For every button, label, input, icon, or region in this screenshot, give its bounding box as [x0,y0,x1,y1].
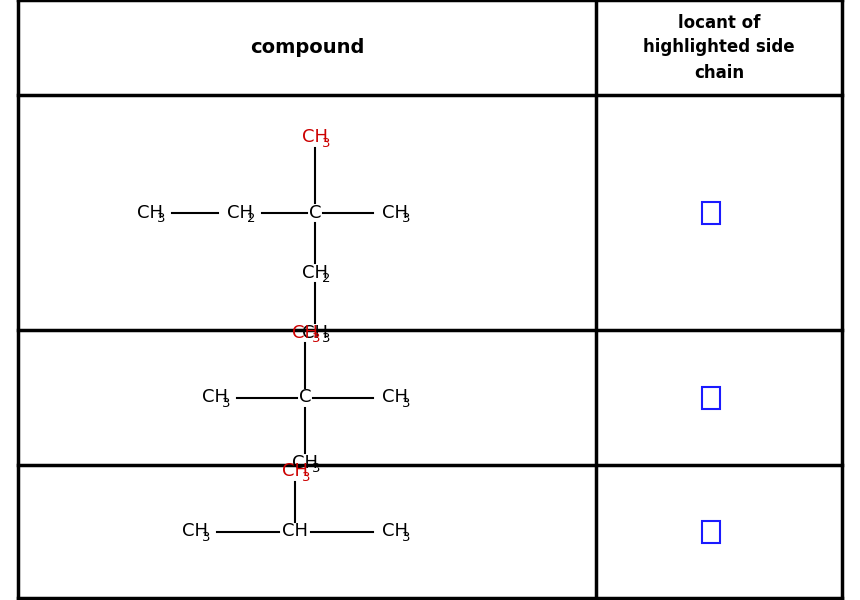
Text: 3: 3 [222,397,230,410]
Text: CH: CH [182,523,208,541]
Text: 3: 3 [402,531,410,544]
Text: 3: 3 [402,397,410,410]
Text: 3: 3 [402,212,410,225]
Text: CH: CH [202,389,228,407]
Text: C: C [309,203,322,221]
Text: C: C [298,389,311,407]
Text: CH: CH [302,323,328,341]
Bar [702,202,720,223]
Text: 3: 3 [202,531,211,544]
Text: CH: CH [382,389,408,407]
Text: 3: 3 [157,212,165,225]
Text: CH: CH [282,523,308,541]
Text: locant of
highlighted side
chain: locant of highlighted side chain [643,13,795,82]
Text: 3: 3 [312,462,320,475]
Text: CH: CH [227,203,253,221]
Text: 3: 3 [312,332,320,345]
Text: 2: 2 [322,272,330,285]
Text: 2: 2 [247,212,255,225]
Bar [702,520,720,542]
Text: compound: compound [249,38,364,57]
Text: 3: 3 [322,332,330,345]
Text: CH: CH [292,323,318,341]
Text: CH: CH [302,128,328,146]
Text: CH: CH [382,523,408,541]
Text: CH: CH [302,263,328,281]
Text: CH: CH [382,203,408,221]
Text: CH: CH [282,463,308,481]
Text: 3: 3 [302,471,310,484]
Text: 3: 3 [322,137,330,150]
Text: CH: CH [137,203,163,221]
Bar [702,386,720,409]
Text: CH: CH [292,454,318,472]
